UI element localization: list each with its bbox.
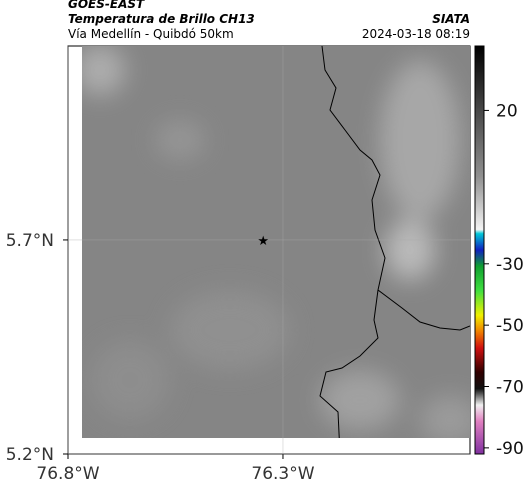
y-tick-label: 5.7°N bbox=[6, 231, 54, 251]
map-image bbox=[67, 45, 471, 455]
subtitle: Temperatura de Brillo CH13 bbox=[68, 12, 255, 26]
source: SIATA bbox=[432, 12, 470, 26]
x-tick-label: 76.8°W bbox=[36, 464, 99, 484]
colorbar bbox=[474, 45, 485, 455]
location-marker: ★ bbox=[257, 234, 269, 249]
x-tick-label: 76.3°W bbox=[251, 464, 314, 484]
colorbar-tick-label: -50 bbox=[496, 316, 524, 336]
colorbar-tick-label: -90 bbox=[496, 439, 524, 459]
timestamp: 2024-03-18 08:19 bbox=[362, 27, 470, 41]
colorbar-tick-label: -70 bbox=[496, 378, 524, 398]
region: Vía Medellín - Quibdó 50km bbox=[68, 27, 234, 41]
colorbar-tick-label: -30 bbox=[496, 255, 524, 275]
title: GOES-EAST bbox=[68, 0, 145, 11]
colorbar-tick-label: 20 bbox=[496, 101, 518, 121]
y-tick-label: 5.2°N bbox=[6, 445, 54, 465]
